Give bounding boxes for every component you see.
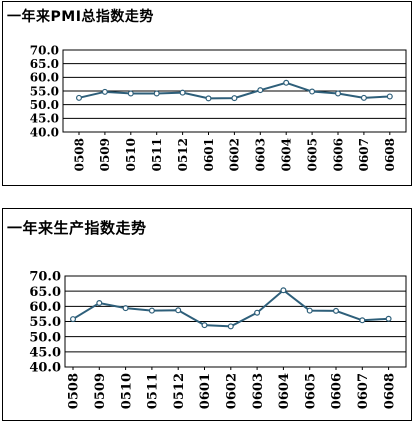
x-tick-label: 0512 — [172, 373, 187, 409]
y-tick-label: 40.0 — [29, 361, 61, 376]
y-tick-label: 50.0 — [30, 98, 59, 112]
x-tick-label: 0604 — [277, 373, 292, 409]
data-point — [231, 95, 238, 102]
x-tick-label: 0509 — [93, 373, 108, 409]
data-point — [283, 79, 290, 86]
x-tick-label: 0511 — [150, 138, 164, 171]
data-point — [360, 94, 367, 101]
y-tick-label: 60.0 — [29, 300, 61, 315]
y-tick-label: 40.0 — [30, 125, 59, 139]
data-point — [359, 317, 366, 324]
y-tick-label: 65.0 — [29, 285, 61, 300]
chart-title: 一年来PMI总指数走势 — [7, 9, 154, 25]
x-tick-label: 0510 — [124, 138, 138, 171]
data-point — [385, 315, 392, 322]
data-point — [280, 287, 287, 294]
x-tick-label: 0511 — [146, 373, 161, 409]
data-point — [148, 307, 155, 314]
x-tick-label: 0607 — [356, 373, 371, 409]
data-point — [127, 90, 134, 97]
x-tick-label: 0605 — [305, 138, 319, 171]
x-tick-label: 0602 — [224, 373, 239, 409]
data-point — [175, 307, 182, 314]
pmi-chart-panel: 一年来PMI总指数走势 70.0 65.0 60.0 55.0 50.0 45.0 40.0… — [2, 1, 412, 186]
y-tick-label: 55.0 — [29, 315, 61, 330]
y-tick-label: 70.0 — [30, 43, 59, 57]
x-tick-label: 0607 — [357, 138, 371, 171]
x-tick-label: 0606 — [331, 138, 345, 171]
x-tick-label: 0604 — [280, 138, 294, 171]
x-tick-label: 0509 — [98, 138, 112, 171]
data-point — [257, 87, 264, 94]
y-tick-label: 70.0 — [29, 270, 61, 285]
x-tick-label: 0608 — [383, 138, 397, 171]
data-point — [306, 307, 313, 314]
y-tick-label: 50.0 — [29, 330, 61, 345]
data-point — [205, 95, 212, 102]
data-point — [101, 88, 108, 95]
pmi-chart-svg: 70.065.060.055.050.045.040.0 0508 0509 0510… — [30, 43, 407, 171]
y-tick-label: 55.0 — [30, 84, 59, 98]
data-point — [179, 89, 186, 96]
data-point — [386, 93, 393, 100]
data-point — [122, 305, 129, 312]
x-tick-label: 0508 — [72, 138, 86, 171]
data-point — [69, 316, 76, 323]
x-tick-label: 0608 — [382, 373, 397, 409]
x-tick-label: 0605 — [303, 373, 318, 409]
y-tick-label: 45.0 — [29, 346, 61, 361]
production-chart-panel: 一年来生产指数走势 70.0 65.0 60.0 55.0 50.0 45.0 40.0 05… — [2, 208, 412, 421]
x-tick-label: 0603 — [254, 138, 268, 171]
data-point — [96, 299, 103, 306]
x-tick-label: 0602 — [228, 138, 242, 171]
x-tick-label: 0601 — [198, 373, 213, 409]
x-tick-label: 0512 — [176, 138, 190, 171]
data-point — [335, 90, 342, 97]
data-point — [227, 323, 234, 330]
data-point — [201, 322, 208, 329]
x-tick-label: 0603 — [251, 373, 266, 409]
y-tick-label: 65.0 — [30, 57, 59, 71]
y-tick-label: 45.0 — [30, 112, 59, 126]
y-tick-label: 60.0 — [30, 71, 59, 85]
x-tick-label: 0508 — [67, 373, 82, 409]
data-point — [153, 90, 160, 97]
data-point — [75, 94, 82, 101]
x-tick-label: 0601 — [202, 138, 216, 171]
production-chart-svg: 70.065.060.055.050.045.040.0 0508 0509 0510… — [29, 270, 407, 409]
x-tick-label: 0510 — [119, 373, 134, 409]
x-tick-label: 0606 — [330, 373, 345, 409]
data-point — [309, 88, 316, 95]
data-point — [333, 307, 340, 314]
data-point — [254, 309, 261, 316]
chart-title: 一年来生产指数走势 — [7, 219, 147, 237]
